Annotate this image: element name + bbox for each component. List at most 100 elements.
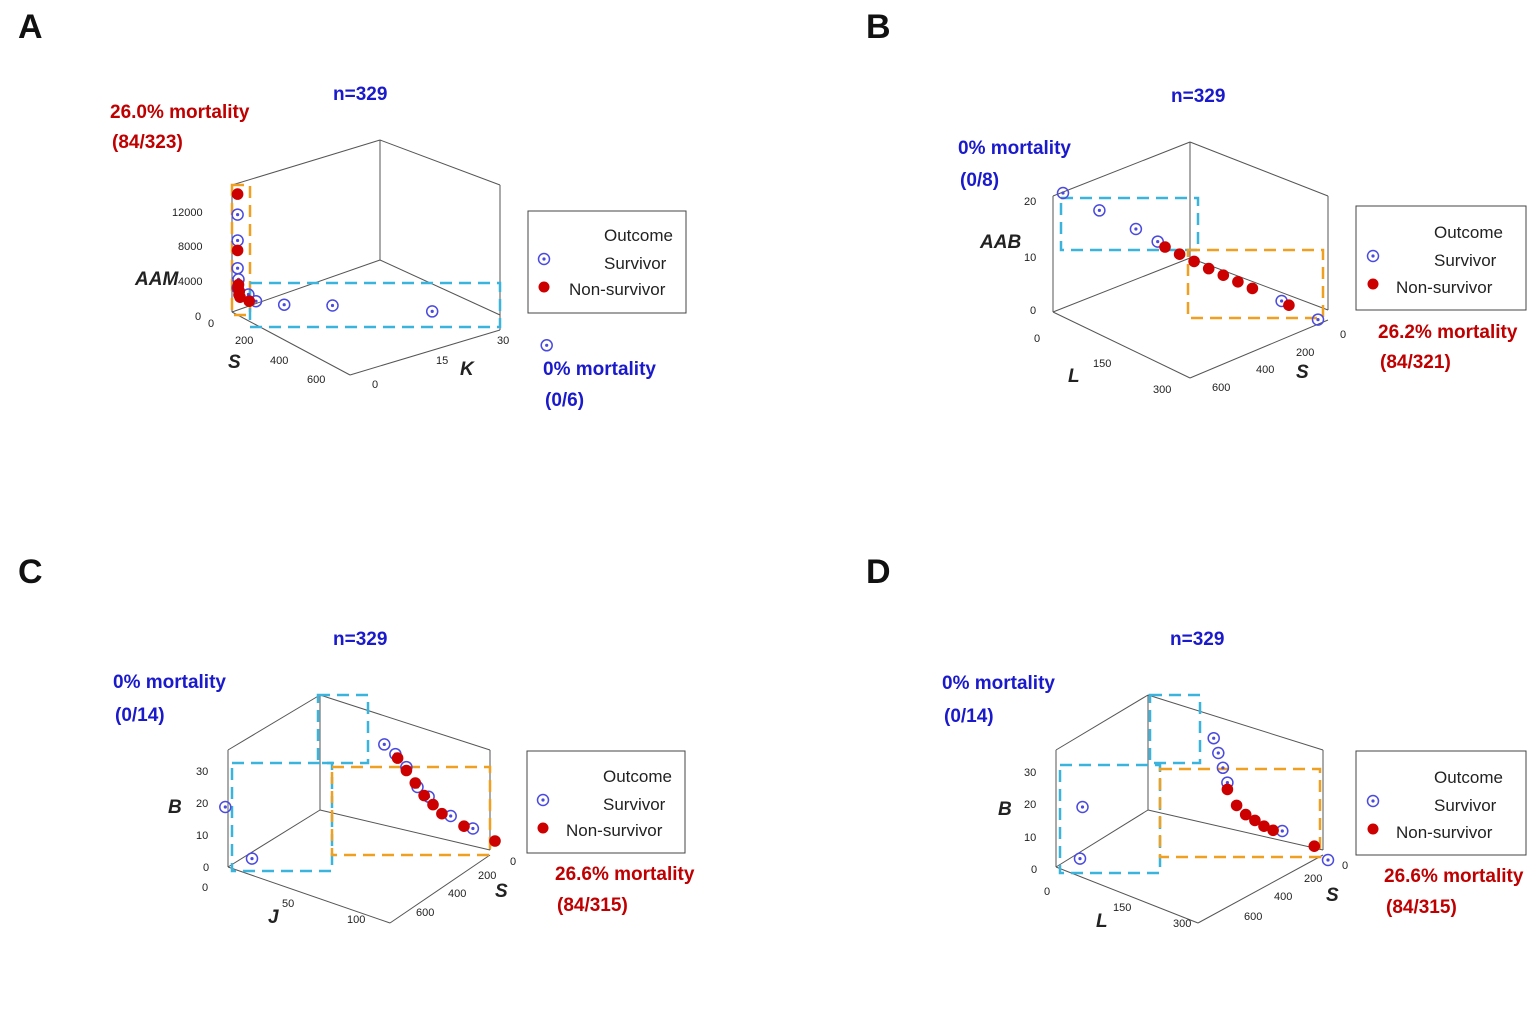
legend-item: Non-survivor: [1396, 278, 1493, 297]
survivor-point: [219, 800, 232, 814]
x-tick: 300: [1153, 384, 1171, 396]
panel-label: D: [866, 553, 891, 591]
survivor-point: [1093, 204, 1106, 217]
non-survivor-point: [1173, 248, 1186, 260]
survivor-point-center: [1225, 781, 1229, 785]
axis-line: [1055, 694, 1149, 751]
axis-line: [349, 329, 501, 376]
legend-item: Survivor: [1434, 251, 1497, 270]
mortality-count: (84/323): [112, 132, 183, 153]
z-tick: 20: [1024, 196, 1036, 208]
survivor-point-center: [449, 814, 453, 818]
region-box: [248, 281, 502, 329]
y-tick: 0: [1342, 860, 1348, 872]
survivor-marker-dot: [1371, 799, 1375, 803]
survivor-point: [425, 305, 439, 318]
non-survivor-point: [233, 289, 245, 301]
non-survivor-point: [1239, 808, 1252, 821]
non-survivor-point: [427, 798, 439, 811]
survivor-point-center: [1316, 318, 1320, 322]
survivor-marker-dot: [541, 798, 545, 802]
y-tick: 200: [478, 870, 496, 882]
non-survivor-marker-icon: [1367, 823, 1379, 835]
z-tick: 0: [1030, 305, 1036, 317]
y-tick: 0: [372, 379, 378, 391]
legend-title: Outcome: [1434, 223, 1503, 242]
survivor-point-center: [382, 742, 386, 746]
z-tick: 0: [203, 862, 209, 874]
mortality-annotation: 26.6% mortality: [555, 864, 695, 885]
x-tick: 300: [1173, 918, 1191, 930]
survivor-point-center: [1326, 858, 1330, 862]
non-survivor-marker-icon: [537, 822, 549, 834]
y-tick: 400: [1274, 891, 1292, 903]
survivor-point: [1321, 853, 1335, 867]
mortality-annotation: 26.2% mortality: [1378, 322, 1518, 343]
survivor-point-center: [330, 303, 335, 308]
non-survivor-point: [458, 820, 470, 832]
survivor-point: [1212, 746, 1225, 760]
axis-line: [1052, 311, 1191, 379]
y-tick: 200: [1296, 347, 1314, 359]
x-tick: 200: [235, 335, 253, 347]
survivor-point-center: [236, 238, 240, 243]
y-axis-label: S: [1296, 362, 1309, 383]
panel-d: D n=329 0% mortality (0/14) 26.6% mortal…: [848, 545, 1535, 1015]
survivor-point-center: [545, 343, 549, 347]
z-tick: 20: [1024, 799, 1036, 811]
non-survivor-point: [1246, 282, 1259, 295]
y-tick: 0: [510, 856, 516, 868]
axes-box: [231, 139, 501, 376]
legend-item: Survivor: [604, 254, 667, 273]
region-box: [1059, 196, 1200, 252]
non-survivor-point: [391, 752, 404, 764]
survivor-point-center: [1156, 240, 1160, 244]
z-tick: 12000: [172, 207, 203, 219]
survivor-marker-icon: [1366, 794, 1380, 808]
non-survivor-point: [489, 835, 501, 847]
survivor-point-center: [282, 303, 286, 307]
axis-line: [1189, 141, 1329, 197]
z-tick: 30: [196, 766, 208, 778]
legend-box: [527, 210, 687, 314]
legend: Outcome Survivor Non-survivor: [526, 750, 686, 854]
z-tick: 10: [1024, 252, 1036, 264]
legend-title: Outcome: [1434, 768, 1503, 787]
panel-b: B n=329 0% mortality (0/8) 26.2% mortali…: [848, 0, 1535, 470]
non-survivor-point: [400, 764, 413, 777]
survivor-marker-icon: [1366, 249, 1380, 263]
non-survivor-point: [1267, 824, 1279, 837]
non-survivor-point: [418, 789, 430, 802]
non-survivor-point: [1258, 820, 1270, 832]
x-tick: 0: [1034, 333, 1040, 345]
panel-c: C n=329 0% mortality (0/14) 26.6% mortal…: [0, 545, 760, 1015]
y-tick: 30: [497, 335, 509, 347]
legend: Outcome Survivor Non-survivor: [1355, 205, 1527, 311]
non-survivor-point: [1221, 783, 1234, 796]
survivor-point-center: [236, 213, 240, 217]
legend-box: [1355, 750, 1527, 856]
axis-line: [389, 854, 491, 924]
survivor-point: [231, 208, 244, 221]
survivor-point: [1076, 800, 1089, 814]
z-tick: 10: [1024, 832, 1036, 844]
x-tick: 0: [1044, 886, 1050, 898]
axis-line: [319, 809, 491, 851]
z-tick: 20: [196, 798, 208, 810]
survivor-point: [1073, 852, 1087, 865]
region-box: [1148, 693, 1202, 765]
non-survivor-point: [1159, 241, 1171, 253]
non-survivor-point: [1188, 255, 1200, 268]
z-axis-label: AAB: [979, 232, 1021, 253]
legend: Outcome Survivor Non-survivor: [527, 210, 687, 314]
panel-label: C: [18, 553, 43, 591]
non-survivor-point: [1202, 262, 1215, 275]
y-tick: 600: [416, 907, 434, 919]
legend: Outcome Survivor Non-survivor: [1355, 750, 1527, 856]
mortality-count: (0/14): [944, 706, 994, 727]
region-box: [1186, 248, 1325, 320]
mortality-count: (0/14): [115, 705, 165, 726]
legend-box: [526, 750, 686, 854]
y-tick: 0: [1340, 329, 1346, 341]
z-tick: 30: [1024, 767, 1036, 779]
